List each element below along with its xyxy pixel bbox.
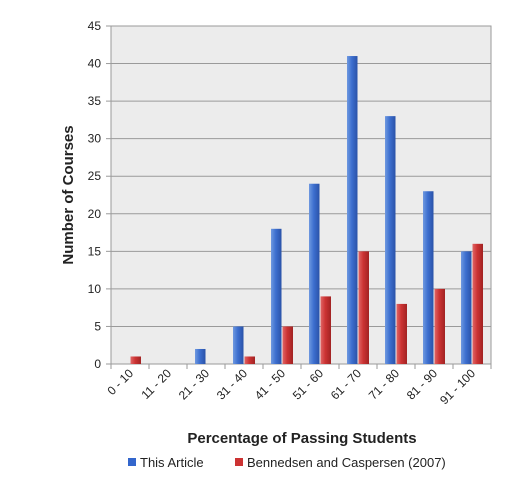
legend-label-bennedsen-caspersen: Bennedsen and Caspersen (2007) [247,455,446,470]
x-tick-label: 21 - 30 [176,366,213,403]
bar-this-article-8 [423,191,434,364]
y-tick-label: 25 [88,169,102,183]
x-tick-label: 31 - 40 [214,366,251,403]
y-axis-title: Number of Courses [60,125,77,264]
bar-bennedsen-and-caspersen-2007-3 [244,356,255,364]
x-tick-label: 51 - 60 [290,366,327,403]
bar-bennedsen-and-caspersen-2007-6 [358,251,369,364]
bars [130,56,483,365]
bar-bennedsen-and-caspersen-2007-4 [282,326,293,364]
bar-bennedsen-and-caspersen-2007-9 [472,243,483,364]
y-tick-label: 30 [88,132,102,146]
legend-swatch-this-article [128,458,136,466]
y-tick-label: 0 [94,357,101,371]
bar-this-article-2 [195,348,206,364]
y-tick-label: 45 [88,19,102,33]
bar-this-article-7 [385,116,396,364]
x-tick-label: 81 - 90 [404,366,441,403]
bar-this-article-3 [233,326,244,364]
bar-bennedsen-and-caspersen-2007-5 [320,296,331,364]
bar-this-article-6 [347,56,358,365]
y-tick-label: 5 [94,319,101,333]
x-tick-label: 61 - 70 [328,366,365,403]
legend: This Article Bennedsen and Caspersen (20… [128,455,446,470]
x-tick-label: 71 - 80 [366,366,403,403]
y-tick-label: 15 [88,244,102,258]
x-tick-label: 0 - 10 [105,366,137,398]
y-tick-label: 20 [88,207,102,221]
bar-this-article-5 [309,183,320,364]
bar-this-article-9 [461,251,472,364]
y-tick-label: 10 [88,282,102,296]
x-tick-label: 41 - 50 [252,366,289,403]
x-axis-ticks: 0 - 10 11 - 20 21 - 30 31 - 40 41 - 50 51 - 6… [105,364,492,407]
x-axis-title: Percentage of Passing Students [187,430,416,447]
bar-bennedsen-and-caspersen-2007-7 [396,303,407,364]
grid-lines [111,63,491,327]
bar-bennedsen-and-caspersen-2007-0 [130,356,141,364]
x-tick-label: 11 - 20 [138,366,174,402]
y-tick-label: 35 [88,94,102,108]
y-tick-label: 40 [88,57,102,71]
plot-area [110,25,492,365]
bar-bennedsen-and-caspersen-2007-8 [434,288,445,364]
legend-swatch-bennedsen-caspersen [235,458,243,466]
bar-this-article-4 [271,228,282,364]
legend-label-this-article: This Article [140,455,204,470]
y-axis-ticks: 0 5 10 15 20 25 30 35 40 45 [88,19,111,371]
x-tick-label: 91 - 100 [437,366,478,407]
